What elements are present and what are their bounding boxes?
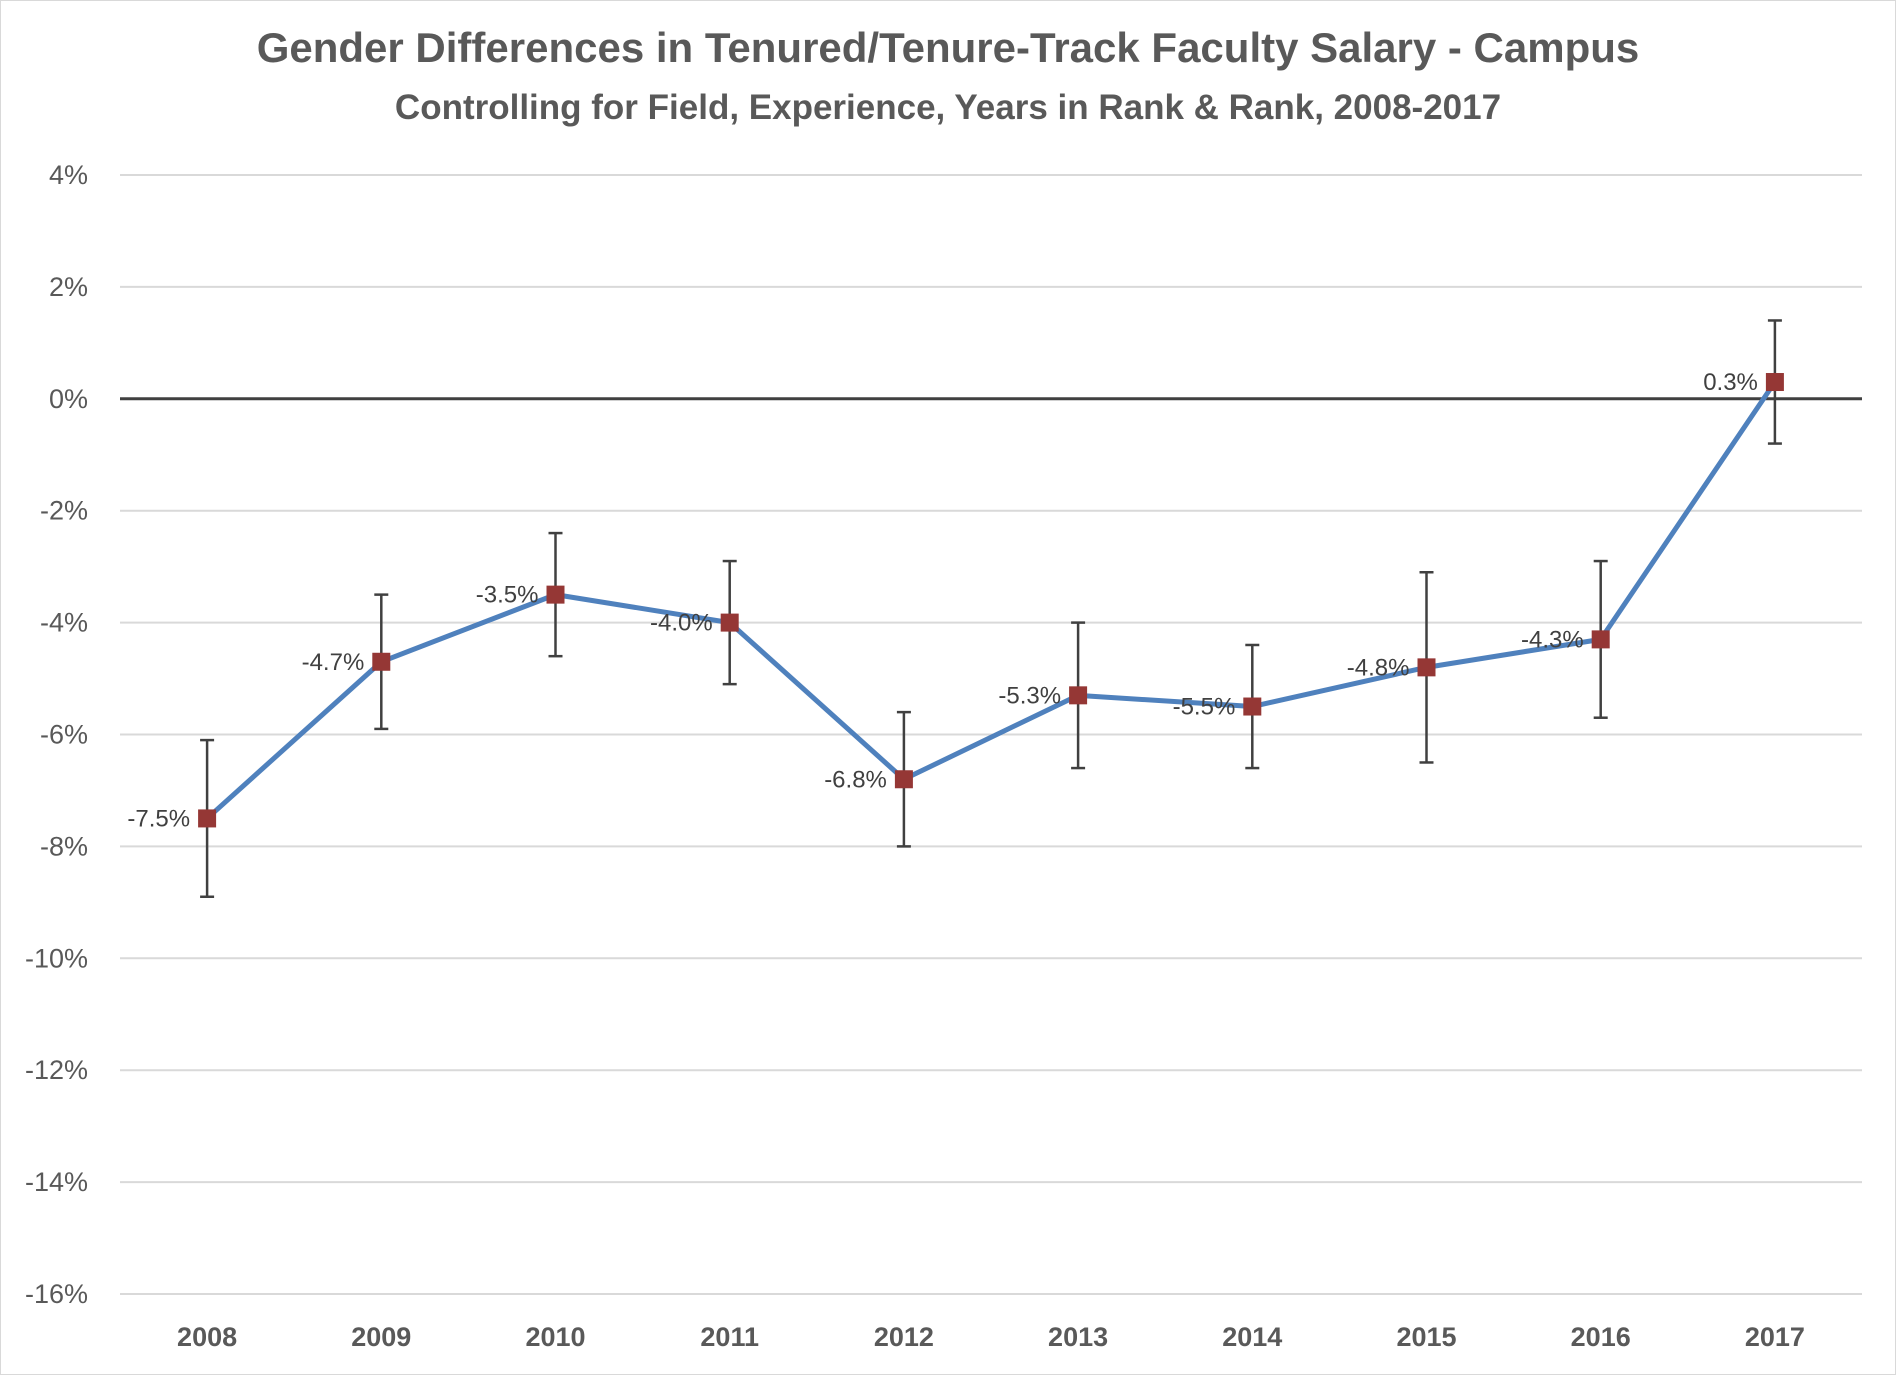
data-point-marker (372, 652, 391, 671)
data-label: -3.5% (476, 582, 539, 609)
data-point-marker (1765, 373, 1784, 392)
data-point-marker (1243, 697, 1262, 716)
x-tick-label: 2016 (1571, 1322, 1631, 1352)
x-tick-label: 2010 (525, 1322, 585, 1352)
data-label: -4.3% (1521, 626, 1584, 653)
series-line (204, 379, 1778, 821)
data-point-marker (546, 585, 565, 604)
y-tick-label: 2% (49, 272, 88, 302)
x-tick-label: 2017 (1745, 1322, 1805, 1352)
y-tick-label: -14% (25, 1167, 88, 1197)
data-label: -5.3% (998, 682, 1061, 709)
error-bars (200, 319, 1782, 899)
y-tick-label: -8% (40, 831, 88, 861)
series-polyline (204, 379, 1778, 821)
data-point-marker (198, 809, 217, 828)
x-tick-label: 2008 (177, 1322, 237, 1352)
data-point-marker (1417, 658, 1436, 677)
y-tick-label: -16% (25, 1279, 88, 1309)
data-labels: -7.5% -4.7% -3.5% -4.0% -6.8% -5.3% -5.5% -4.8%… (127, 369, 1758, 832)
y-tick-label: 0% (49, 384, 88, 414)
y-tick-label: 4% (49, 160, 88, 190)
x-tick-label: 2015 (1396, 1322, 1456, 1352)
data-point-marker (1591, 630, 1610, 649)
y-tick-label: -4% (40, 608, 88, 638)
data-point-marker (894, 770, 913, 789)
x-tick-label: 2013 (1048, 1322, 1108, 1352)
data-point-marker (720, 613, 739, 632)
chart-subtitle: Controlling for Field, Experience, Years… (394, 88, 1502, 127)
data-points (198, 373, 1784, 828)
y-tick-label: -12% (25, 1055, 88, 1085)
data-label: -5.5% (1173, 694, 1236, 721)
data-label: -6.8% (824, 766, 887, 793)
x-tick-label: 2012 (874, 1322, 934, 1352)
data-label: -4.8% (1347, 654, 1410, 681)
data-label: -7.5% (127, 805, 190, 832)
x-tick-label: 2014 (1222, 1322, 1282, 1352)
data-point-marker (1069, 686, 1088, 705)
chart-title: Gender Differences in Tenured/Tenure-Tra… (256, 24, 1640, 71)
y-tick-label: -10% (25, 943, 88, 973)
y-tick-label: -6% (40, 720, 88, 750)
gridlines (120, 174, 1862, 1295)
x-axis-ticks: 2008 2009 2010 2011 2012 2013 2014 2015 2016 2017 (177, 1322, 1805, 1352)
y-tick-label: -2% (40, 496, 88, 526)
y-axis-ticks: 4% 2% 0% -2% -4% -6% -8% -10% -12% -14% -16% (25, 160, 88, 1309)
data-label: -4.0% (650, 610, 713, 637)
data-label: -4.7% (302, 649, 365, 676)
x-tick-label: 2009 (351, 1322, 411, 1352)
data-label: 0.3% (1703, 369, 1758, 396)
x-tick-label: 2011 (700, 1322, 759, 1352)
